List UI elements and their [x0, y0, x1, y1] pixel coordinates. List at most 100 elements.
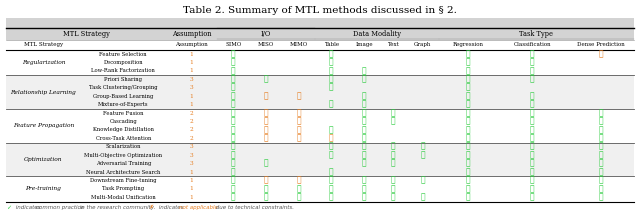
Text: 1: 1	[189, 60, 193, 65]
Text: ✓: ✓	[466, 143, 470, 151]
Text: ✓: ✓	[530, 160, 534, 168]
Text: ✓: ✓	[329, 67, 333, 75]
Text: ✓: ✓	[362, 143, 366, 151]
Text: 2: 2	[189, 136, 193, 141]
Text: Assumption: Assumption	[175, 42, 208, 47]
Text: SIMO: SIMO	[225, 42, 241, 47]
Text: ✓: ✓	[598, 126, 603, 134]
Text: ✓: ✓	[530, 168, 534, 176]
Text: Feature Propagation: Feature Propagation	[13, 123, 74, 128]
Text: ✓: ✓	[530, 134, 534, 142]
Text: MIMO: MIMO	[289, 42, 308, 47]
Text: ✗: ✗	[296, 177, 301, 184]
Text: ✓: ✓	[530, 117, 534, 125]
Text: ✓: ✓	[466, 185, 470, 193]
Text: ✓: ✓	[466, 168, 470, 176]
Text: 1: 1	[189, 169, 193, 175]
Text: ✓: ✓	[329, 58, 333, 67]
Text: ✓: ✓	[466, 117, 470, 125]
Text: Task Clustering/Grouping: Task Clustering/Grouping	[89, 85, 157, 90]
Text: 1: 1	[189, 68, 193, 73]
Text: ✓: ✓	[530, 151, 534, 159]
Text: ✓: ✓	[231, 109, 236, 117]
Text: ✓: ✓	[231, 193, 236, 201]
Text: Knowledge Distillation: Knowledge Distillation	[93, 128, 154, 132]
Text: ✓: ✓	[231, 75, 236, 83]
Text: Downstream Fine-tuning: Downstream Fine-tuning	[90, 178, 157, 183]
Text: ✗: ✗	[329, 134, 333, 142]
Text: ✓: ✓	[231, 134, 236, 142]
Text: ✓: ✓	[231, 160, 236, 168]
Text: ✓: ✓	[362, 117, 366, 125]
Text: ✓: ✓	[362, 193, 366, 201]
Text: ✓: ✓	[231, 58, 236, 67]
Text: Feature Selection: Feature Selection	[99, 52, 147, 56]
Text: ✗: ✗	[296, 126, 301, 134]
Text: ✓: ✓	[598, 151, 603, 159]
Text: ✓: ✓	[362, 67, 366, 75]
Text: ✓: ✓	[466, 58, 470, 67]
Text: ✗: ✗	[148, 205, 154, 210]
Text: ✓: ✓	[329, 143, 333, 151]
Text: Low-Rank Factorization: Low-Rank Factorization	[92, 68, 156, 73]
Text: ✓: ✓	[231, 50, 236, 58]
Text: ✓: ✓	[362, 92, 366, 100]
Text: ✓: ✓	[329, 84, 333, 92]
Text: ✓: ✓	[598, 160, 603, 168]
Text: Multi-Modal Unification: Multi-Modal Unification	[91, 195, 156, 200]
Text: MISO: MISO	[258, 42, 274, 47]
Text: Table: Table	[324, 42, 339, 47]
Text: ✓: ✓	[466, 67, 470, 75]
Text: Classification: Classification	[513, 42, 551, 47]
Text: ✓: ✓	[466, 84, 470, 92]
Text: ✓: ✓	[466, 151, 470, 159]
Text: Assumption: Assumption	[172, 30, 211, 38]
Text: Optimization: Optimization	[24, 157, 63, 162]
Text: ✓: ✓	[329, 50, 333, 58]
Text: ✓: ✓	[530, 126, 534, 134]
Text: not applicable: not applicable	[179, 205, 218, 210]
Text: ✓: ✓	[329, 101, 333, 109]
Text: ✓: ✓	[296, 193, 301, 201]
Text: ✓: ✓	[231, 92, 236, 100]
Text: ✓: ✓	[391, 151, 396, 159]
Text: ✗: ✗	[296, 109, 301, 117]
Text: 1: 1	[189, 186, 193, 192]
Text: MTL Strategy: MTL Strategy	[63, 30, 109, 38]
Text: ✓: ✓	[329, 151, 333, 159]
Text: ✓: ✓	[231, 143, 236, 151]
Text: common practice: common practice	[36, 205, 84, 210]
Text: ✓: ✓	[231, 117, 236, 125]
Text: ✓: ✓	[329, 168, 333, 176]
Text: Dense Prediction: Dense Prediction	[577, 42, 625, 47]
Text: ✓: ✓	[391, 117, 396, 125]
Text: Graph: Graph	[414, 42, 431, 47]
Text: ✓: ✓	[466, 160, 470, 168]
Text: MTL Strategy: MTL Strategy	[24, 42, 63, 47]
Text: Cross-Task Attention: Cross-Task Attention	[95, 136, 151, 141]
Text: 1: 1	[189, 52, 193, 56]
Text: Regularization: Regularization	[22, 60, 65, 65]
Text: Decomposition: Decomposition	[104, 60, 143, 65]
Text: indicates: indicates	[157, 205, 185, 210]
Text: ✓: ✓	[391, 160, 396, 168]
Text: Neural Architecture Search: Neural Architecture Search	[86, 169, 161, 175]
Text: ✗: ✗	[264, 109, 268, 117]
Text: ✓: ✓	[391, 193, 396, 201]
Text: Image: Image	[355, 42, 373, 47]
Text: ✗: ✗	[296, 134, 301, 142]
Text: ✓: ✓	[231, 67, 236, 75]
Text: ✗: ✗	[264, 177, 268, 184]
Text: ✓: ✓	[231, 177, 236, 184]
Text: ✓: ✓	[466, 193, 470, 201]
Text: Text: Text	[387, 42, 399, 47]
Text: ✗: ✗	[264, 117, 268, 125]
Text: indicates: indicates	[14, 205, 42, 210]
Text: ✓: ✓	[231, 101, 236, 109]
Text: ✗: ✗	[264, 126, 268, 134]
Text: ✓: ✓	[466, 101, 470, 109]
Text: 1: 1	[189, 102, 193, 107]
Text: 2: 2	[189, 119, 193, 124]
Text: Cascading: Cascading	[109, 119, 137, 124]
Text: ✓: ✓	[530, 101, 534, 109]
